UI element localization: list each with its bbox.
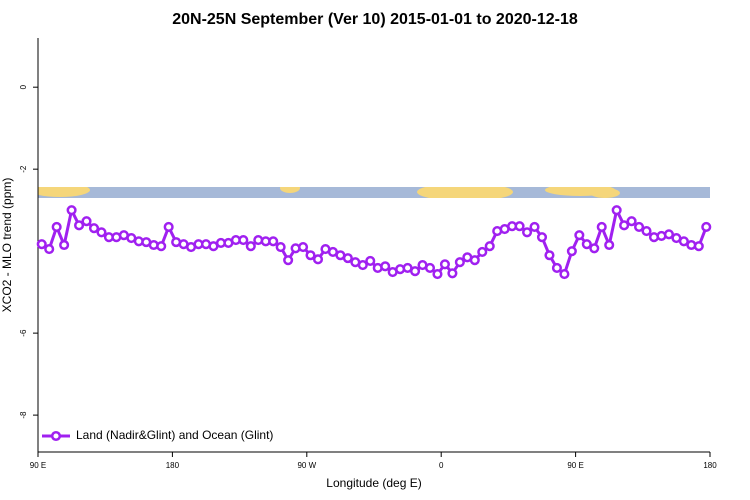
data-point	[439, 259, 450, 270]
data-point	[268, 236, 279, 247]
data-point	[484, 241, 495, 252]
data-point	[432, 269, 443, 280]
data-point	[626, 216, 637, 227]
data-point	[298, 241, 309, 253]
data-point	[305, 250, 316, 261]
data-point	[357, 260, 368, 271]
data-point	[163, 221, 174, 233]
y-tick-label: -6	[19, 329, 28, 337]
data-point	[596, 221, 607, 233]
data-point	[81, 216, 92, 227]
y-tick-label: -8	[19, 411, 28, 419]
data-point	[693, 241, 704, 252]
data-point	[551, 262, 562, 274]
x-tick-label: 90 E	[30, 461, 46, 470]
legend-label: Land (Nadir&Glint) and Ocean (Glint)	[76, 428, 273, 442]
x-tick-label: 90 W	[297, 461, 316, 470]
data-point	[611, 205, 622, 216]
data-point	[536, 232, 548, 243]
data-point	[283, 255, 294, 266]
data-point	[380, 261, 391, 272]
legend-marker	[50, 430, 62, 442]
map-strip	[38, 187, 710, 198]
data-point	[589, 243, 600, 254]
data-point	[663, 229, 674, 240]
data-point	[51, 221, 62, 233]
chart-title: 20N-25N September (Ver 10) 2015-01-01 to…	[172, 11, 578, 28]
data-point	[238, 235, 249, 246]
data-point	[574, 230, 585, 241]
x-tick-label: 90 E	[567, 461, 583, 470]
x-tick-label: 180	[703, 461, 717, 470]
data-point	[96, 227, 107, 238]
data-point	[59, 239, 70, 251]
x-tick-label: 180	[166, 461, 180, 470]
data-point	[74, 220, 85, 231]
x-axis-label: Longitude (deg E)	[326, 476, 421, 490]
y-tick-label: 0	[19, 84, 28, 89]
data-point	[66, 205, 77, 216]
data-point	[559, 269, 570, 280]
y-axis-label: XCO2 - MLO trend (ppm)	[0, 178, 14, 313]
data-point	[454, 257, 465, 268]
data-point	[634, 221, 645, 233]
data-point	[245, 241, 256, 252]
data-point	[701, 221, 712, 233]
data-point	[36, 239, 47, 250]
data-point	[678, 236, 689, 247]
data-point	[529, 221, 540, 233]
data-point	[514, 221, 525, 232]
x-tick-label: 0	[439, 461, 444, 470]
data-point	[604, 239, 615, 251]
data-point	[477, 246, 488, 258]
y-tick-label: -2	[19, 165, 28, 173]
data-point	[275, 241, 286, 253]
data-point	[544, 250, 555, 261]
data-point	[88, 223, 100, 234]
data-point	[447, 268, 458, 279]
data-point	[424, 262, 436, 274]
data-point	[641, 226, 652, 237]
data-point	[619, 220, 630, 231]
data-point	[566, 246, 577, 257]
data-point	[410, 266, 421, 277]
data-point	[581, 239, 592, 250]
data-point	[44, 244, 55, 255]
data-point	[469, 255, 480, 266]
data-point	[156, 241, 167, 252]
data-point	[312, 254, 324, 265]
data-point	[365, 255, 376, 267]
data-point	[522, 227, 533, 238]
data-point	[342, 253, 353, 264]
